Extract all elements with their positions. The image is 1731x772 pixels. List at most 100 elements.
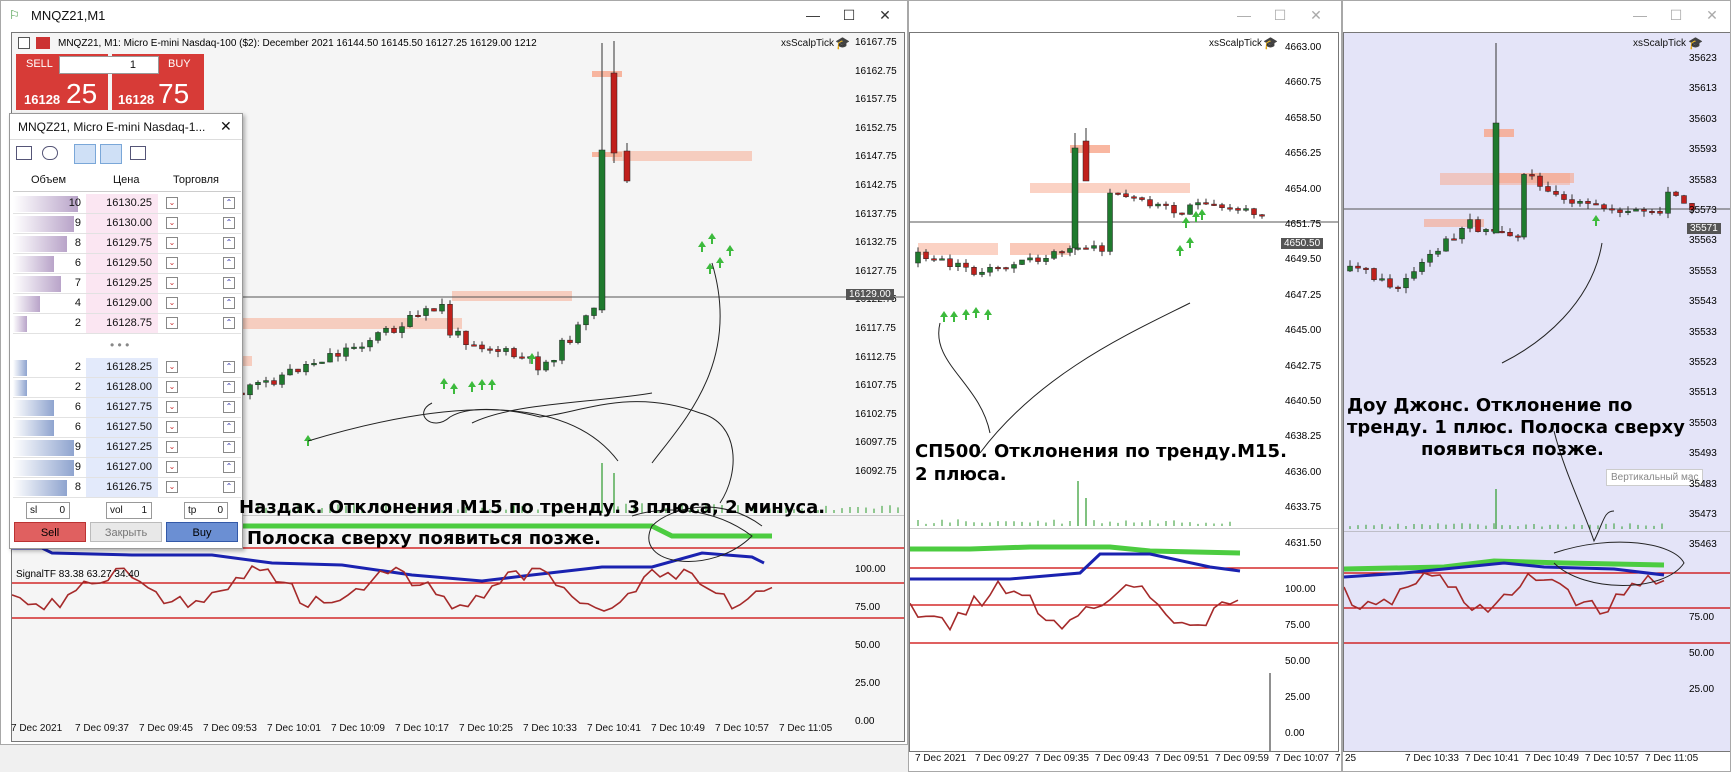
candle-body (447, 304, 453, 336)
buy-limit-icon[interactable]: ⌃ (223, 237, 235, 249)
candle-body (623, 150, 631, 182)
hand-drawn-annotation (938, 322, 991, 434)
buy-limit-icon[interactable]: ⌃ (223, 401, 235, 413)
candle-body (327, 353, 333, 363)
maximize-icon[interactable]: ☐ (1669, 7, 1683, 23)
hand-drawn-annotation (423, 401, 734, 504)
dom-sell-button[interactable]: Sell (14, 522, 86, 542)
sell-limit-icon[interactable]: ⌄ (166, 361, 178, 373)
dom-titlebar[interactable]: MNQZ21, Micro E-mini Nasdaq-1... ✕ (10, 114, 242, 140)
chart-window-dow: — ☐ ✕ xsScalpTick 🎓 Вертикальный мас 356… (1342, 0, 1731, 772)
maximize-icon[interactable]: ☐ (842, 7, 856, 23)
chart-area-sp500[interactable]: xsScalpTick 🎓 (909, 32, 1339, 752)
close-icon[interactable]: ✕ (1310, 7, 1322, 23)
sell-limit-icon[interactable]: ⌄ (166, 481, 178, 493)
candle-body (479, 344, 485, 350)
sell-limit-icon[interactable]: ⌄ (166, 317, 178, 329)
sell-limit-icon[interactable]: ⌄ (166, 257, 178, 269)
dom-close-button[interactable]: Закрыть (90, 522, 162, 542)
tp-value: 0 (217, 505, 223, 516)
dom-buy-button[interactable]: Buy (166, 522, 238, 542)
sell-limit-icon[interactable]: ⌄ (166, 297, 178, 309)
tp-label: tp (188, 505, 197, 516)
ladder-view-icon[interactable] (74, 144, 96, 164)
time-tick-label: 7 Dec 10:01 (267, 723, 321, 734)
candle-body (1171, 205, 1177, 214)
sl-input[interactable]: sl 0 (26, 502, 70, 519)
osc-tick-label: 75.00 (855, 602, 881, 613)
note-nasdaq-line2: Полоска сверху появиться позже. (247, 528, 601, 549)
close-icon[interactable]: ✕ (1706, 7, 1718, 23)
candle-body (255, 382, 261, 385)
buy-limit-icon[interactable]: ⌃ (223, 461, 235, 473)
buy-limit-icon[interactable]: ⌃ (223, 197, 235, 209)
dom-price: 16126.75 (86, 478, 158, 497)
split-view-icon[interactable] (100, 144, 122, 164)
minimize-icon[interactable]: — (806, 7, 820, 23)
time-tick-label: 7 Dec 10:49 (1525, 753, 1579, 764)
buy-limit-icon[interactable]: ⌃ (223, 421, 235, 433)
candle-body (1251, 208, 1257, 215)
osc-blue-line (12, 546, 765, 583)
maximize-icon[interactable]: ☐ (1273, 7, 1287, 23)
vol-input[interactable]: vol 1 (106, 502, 152, 519)
minimize-icon[interactable]: — (1633, 7, 1647, 23)
osc-tick-label: 0.00 (1285, 728, 1305, 739)
candle-body (1451, 238, 1457, 241)
lot-input[interactable]: 1 (59, 56, 159, 74)
buy-limit-icon[interactable]: ⌃ (223, 317, 235, 329)
tick-chart-icon[interactable] (130, 146, 146, 160)
buy-limit-icon[interactable]: ⌃ (223, 481, 235, 493)
candle-body (319, 361, 325, 364)
buy-label: BUY (168, 58, 191, 70)
chart-view-icon[interactable] (16, 146, 32, 160)
candle-body (1235, 208, 1241, 211)
chart-settings-icon[interactable] (18, 37, 30, 49)
time-tick-label: 7 Dec 09:35 (1035, 753, 1089, 764)
candle-body (391, 327, 397, 333)
candle-body (1067, 248, 1073, 253)
sell-limit-icon[interactable]: ⌄ (166, 237, 178, 249)
dom-volume: 9 (74, 461, 81, 473)
dom-price: 16127.25 (86, 438, 158, 457)
buy-limit-icon[interactable]: ⌃ (223, 381, 235, 393)
sell-limit-icon[interactable]: ⌄ (166, 461, 178, 473)
sell-limit-icon[interactable]: ⌄ (166, 381, 178, 393)
signal-arrow (972, 307, 980, 318)
close-icon[interactable]: ✕ (879, 7, 891, 23)
price-tick-label: 4654.00 (1285, 183, 1322, 195)
one-click-trading-icon[interactable] (36, 37, 50, 49)
sell-limit-icon[interactable]: ⌄ (166, 277, 178, 289)
resistance-zone (1030, 183, 1190, 193)
window-titlebar-3[interactable]: — ☐ ✕ (1343, 1, 1730, 30)
window-titlebar-2[interactable]: — ☐ ✕ (909, 1, 1341, 30)
sell-limit-icon[interactable]: ⌄ (166, 421, 178, 433)
hand-drawn-annotation (631, 506, 763, 562)
sell-limit-icon[interactable]: ⌄ (166, 217, 178, 229)
dom-volume: 8 (74, 481, 81, 493)
sell-limit-icon[interactable]: ⌄ (166, 441, 178, 453)
candle-body (915, 251, 921, 264)
minimize-icon[interactable]: — (1237, 7, 1251, 23)
buy-limit-icon[interactable]: ⌃ (223, 441, 235, 453)
candle-body (263, 380, 269, 383)
indicator-view-icon[interactable] (42, 146, 58, 160)
chart-area-dow[interactable]: xsScalpTick 🎓 Вертикальный мас (1343, 32, 1730, 752)
dom-close-icon[interactable]: ✕ (220, 118, 232, 134)
window-titlebar[interactable]: ⚐ MNQZ21,M1 — ☐ ✕ (1, 1, 907, 30)
dom-row: 6 16127.75 ⌄ ⌃ (13, 398, 241, 418)
buy-limit-icon[interactable]: ⌃ (223, 361, 235, 373)
buy-limit-icon[interactable]: ⌃ (223, 217, 235, 229)
buy-limit-icon[interactable]: ⌃ (223, 297, 235, 309)
time-tick-label: 7 Dec 10:09 (331, 723, 385, 734)
candle-body (431, 308, 437, 312)
volume-bar (13, 316, 27, 332)
sell-label: SELL (26, 58, 53, 70)
buy-limit-icon[interactable]: ⌃ (223, 277, 235, 289)
tp-input[interactable]: tp 0 (184, 502, 228, 519)
volume-bar (13, 420, 54, 436)
sell-limit-icon[interactable]: ⌄ (166, 401, 178, 413)
signal-arrow (478, 379, 486, 390)
buy-limit-icon[interactable]: ⌃ (223, 257, 235, 269)
sell-limit-icon[interactable]: ⌄ (166, 197, 178, 209)
